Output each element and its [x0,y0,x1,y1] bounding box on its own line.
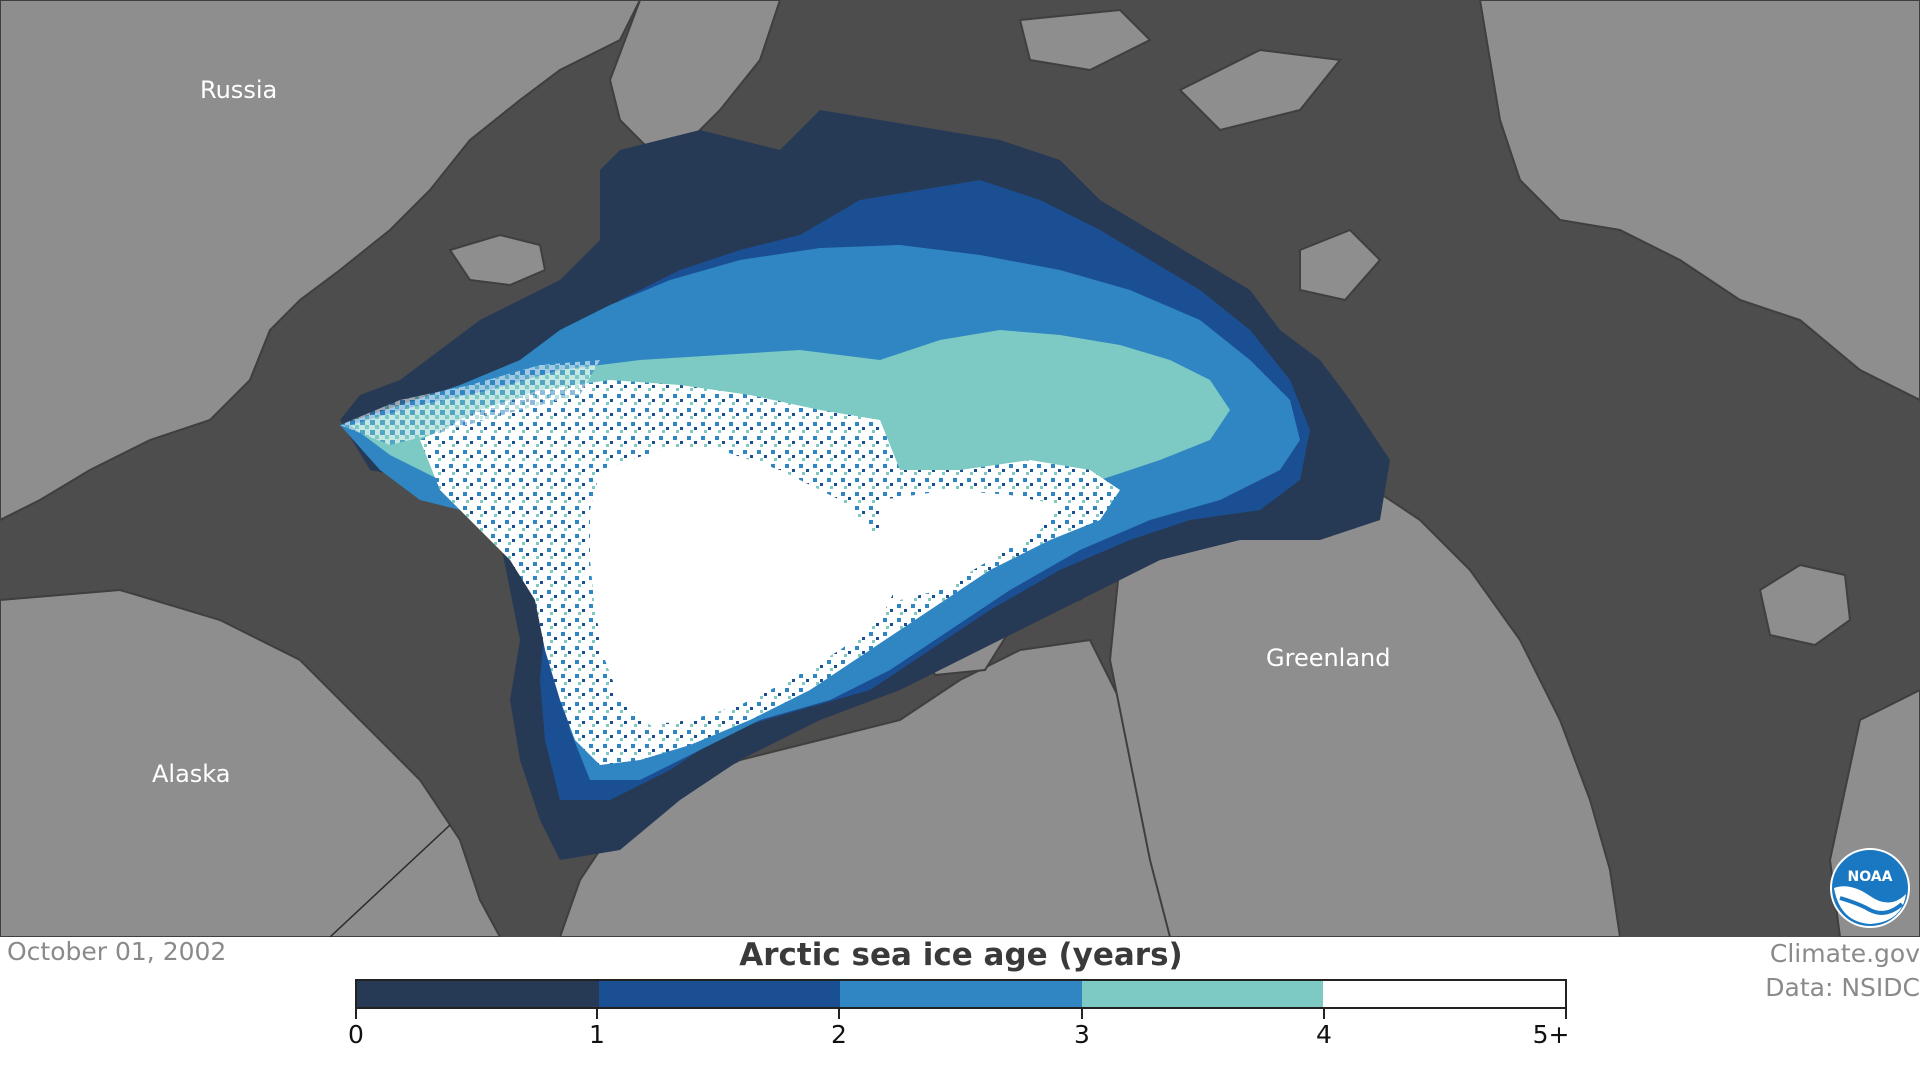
greenland-label: Greenland [1266,644,1391,672]
russia-label: Russia [200,76,278,104]
legend-tick [1081,1009,1083,1019]
date-label: October 01, 2002 [7,937,227,966]
legend-tick [1323,1009,1325,1019]
legend-tick-label: 5+ [1532,1020,1570,1049]
legend-ticks: 0 1 2 3 4 5+ [348,1009,1570,1049]
credit-climate-gov: Climate.gov [1769,939,1920,968]
arctic-sea-ice-map [0,0,1920,937]
legend-swatch-4-5 [1323,981,1565,1007]
legend-tick [596,1009,598,1019]
legend-swatch-3-4 [1081,981,1324,1007]
svg-text:NOAA: NOAA [1848,869,1893,885]
legend-colorbar [355,979,1567,1009]
legend-title: Arctic sea ice age (years) [739,937,1183,973]
island [1299,228,1382,302]
footer: October 01, 2002 Arctic sea ice age (yea… [0,937,1920,1080]
legend-tick [355,1009,357,1019]
boundary-line [329,824,451,937]
legend-swatch-1-2 [598,981,841,1007]
legend-tick-label: 1 [589,1020,605,1049]
legend-swatch-2-3 [840,981,1082,1007]
ice-fringe [340,360,600,445]
legend-tick-label: 0 [348,1020,364,1049]
ice-age-4-5plus-core-east [880,490,1060,600]
island [1018,8,1152,72]
noaa-logo: NOAA [1830,848,1910,928]
legend-tick-label: 3 [1074,1020,1090,1049]
iceland-land [1758,563,1852,647]
legend-tick-label: 2 [831,1020,847,1049]
credits: Climate.gov Data: NSIDC [1765,937,1920,1005]
russia-land [0,0,642,522]
legend-tick [838,1009,840,1019]
alaska-land [0,588,502,937]
legend-tick-label: 4 [1316,1020,1332,1049]
island [1178,48,1342,132]
ice-age-4-5plus-core [590,450,900,725]
island [448,233,547,287]
credit-data-source: Data: NSIDC [1765,973,1920,1002]
legend-tick [1565,1009,1567,1019]
legend-swatch-0-1 [357,981,599,1007]
alaska-label: Alaska [152,760,231,788]
scandinavia-land [1478,0,1920,402]
